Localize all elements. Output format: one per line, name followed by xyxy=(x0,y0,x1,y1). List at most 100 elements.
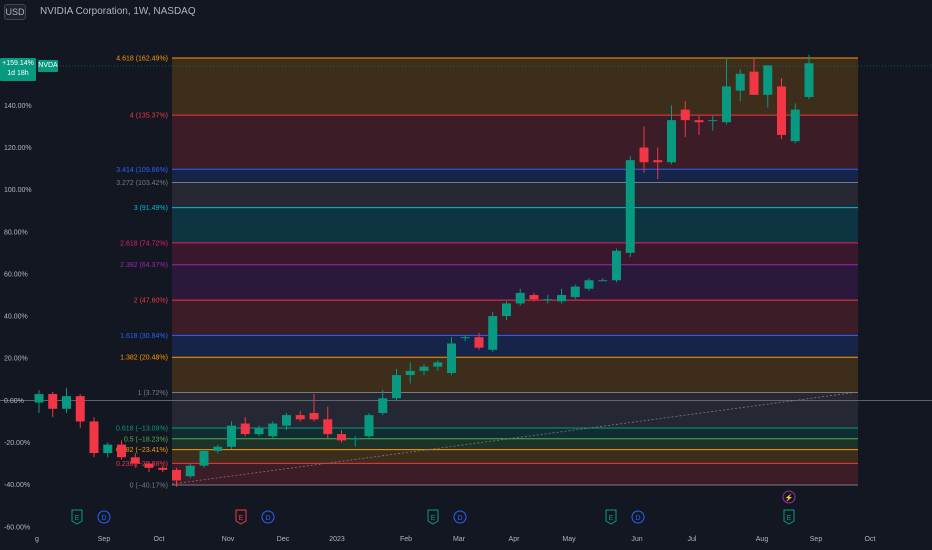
x-tick-label: Mar xyxy=(453,536,466,543)
fib-label: 2.618 (74.72%) xyxy=(120,240,168,247)
fib-label: 2.382 (64.37%) xyxy=(120,262,168,269)
candle-body xyxy=(117,444,126,458)
candle-body xyxy=(804,63,814,97)
fib-band xyxy=(172,207,858,243)
dividend-marker xyxy=(631,510,645,524)
candle-body xyxy=(557,295,566,302)
candle-body xyxy=(295,415,305,420)
earnings-marker xyxy=(783,509,795,525)
x-tick-label: g xyxy=(35,536,39,543)
fib-label: 0.5 (−18.23%) xyxy=(124,436,168,443)
split-marker xyxy=(782,490,796,504)
candle-body xyxy=(515,292,525,304)
candle-body xyxy=(419,366,429,371)
candle-body xyxy=(570,286,580,298)
earnings-marker xyxy=(71,509,83,525)
candle-body xyxy=(48,394,58,409)
x-tick-label: Oct xyxy=(865,536,876,543)
price-tag-change: +159.14% xyxy=(2,60,34,67)
dividend-marker xyxy=(261,510,275,524)
candle-body xyxy=(653,160,663,163)
candle-body xyxy=(667,120,676,163)
candle-body xyxy=(378,398,388,414)
fib-label: 0.236 (−29.88%) xyxy=(116,461,168,468)
candle-body xyxy=(158,467,168,470)
x-tick-label: Feb xyxy=(400,536,412,543)
candle-body xyxy=(749,71,759,95)
candle-body xyxy=(488,316,498,350)
event-label: D xyxy=(101,515,106,522)
y-tick-label: 80.00% xyxy=(4,229,28,236)
fib-band xyxy=(172,169,858,183)
x-tick-label: Aug xyxy=(756,536,769,543)
y-tick-label: 0.00% xyxy=(4,398,24,405)
candle-body xyxy=(227,425,236,447)
candle-body xyxy=(75,396,85,422)
candle-body xyxy=(625,160,635,253)
event-label: E xyxy=(787,515,792,522)
x-tick-label: May xyxy=(562,536,576,543)
candle-body xyxy=(447,343,456,373)
event-label: E xyxy=(431,515,436,522)
x-tick-label: Jun xyxy=(631,536,642,543)
candle-body xyxy=(433,362,443,367)
x-tick-label: Jul xyxy=(688,536,697,543)
candle-body xyxy=(323,419,333,435)
candle-body xyxy=(364,415,374,437)
candle-body xyxy=(62,396,71,409)
candle-body xyxy=(722,86,731,123)
candle-body xyxy=(694,120,704,123)
candle-body xyxy=(144,463,154,468)
x-tick-label: Nov xyxy=(222,536,235,543)
candle-body xyxy=(735,73,745,91)
fib-label: 3.414 (109.66%) xyxy=(116,167,168,174)
candle-body xyxy=(199,450,209,466)
candle-body xyxy=(337,434,346,441)
dividend-marker xyxy=(97,510,111,524)
y-tick-label: -60.00% xyxy=(4,524,30,531)
fib-band xyxy=(172,427,858,439)
candle-body xyxy=(405,370,415,376)
fib-band xyxy=(172,357,858,393)
candle-body xyxy=(240,423,250,435)
candle-body xyxy=(309,413,319,420)
y-tick-label: -40.00% xyxy=(4,482,30,489)
candle-body xyxy=(474,337,484,348)
y-tick-label: -20.00% xyxy=(4,440,30,447)
fib-band xyxy=(172,463,858,485)
fib-band xyxy=(172,392,858,428)
x-tick-label: Dec xyxy=(277,536,290,543)
candle-body xyxy=(213,446,223,451)
chart-title: NVIDIA Corporation, 1W, NASDAQ xyxy=(40,6,196,17)
fib-label: 4.618 (162.49%) xyxy=(116,56,168,63)
event-label: ⚡ xyxy=(785,493,794,502)
fib-label: 0.618 (−13.09%) xyxy=(116,425,168,432)
y-tick-label: 60.00% xyxy=(4,271,28,278)
currency-button[interactable]: USD xyxy=(4,4,26,20)
fib-band xyxy=(172,449,858,464)
price-tag: +159.14% 1d 18h xyxy=(0,58,36,81)
x-tick-label: Sep xyxy=(98,536,111,543)
candle-body xyxy=(350,438,360,440)
fib-label: 1.618 (30.84%) xyxy=(120,333,168,340)
fib-band xyxy=(172,300,858,336)
fib-band xyxy=(172,242,858,265)
earnings-marker xyxy=(427,509,439,525)
fib-band xyxy=(172,182,858,208)
earnings-marker xyxy=(235,509,247,525)
candle-body xyxy=(612,250,621,281)
candle-body xyxy=(680,109,690,121)
candle-body xyxy=(172,469,181,481)
candle-body xyxy=(130,457,140,464)
candle-body xyxy=(392,375,401,399)
candle-body xyxy=(708,120,718,122)
fib-label: 0 (−40.17%) xyxy=(130,483,168,490)
fib-band xyxy=(172,115,858,170)
event-label: E xyxy=(75,515,80,522)
fib-label: 3 (91.49%) xyxy=(134,205,168,212)
candle-body xyxy=(529,295,539,300)
candle-body xyxy=(502,303,511,317)
event-label: E xyxy=(609,515,614,522)
